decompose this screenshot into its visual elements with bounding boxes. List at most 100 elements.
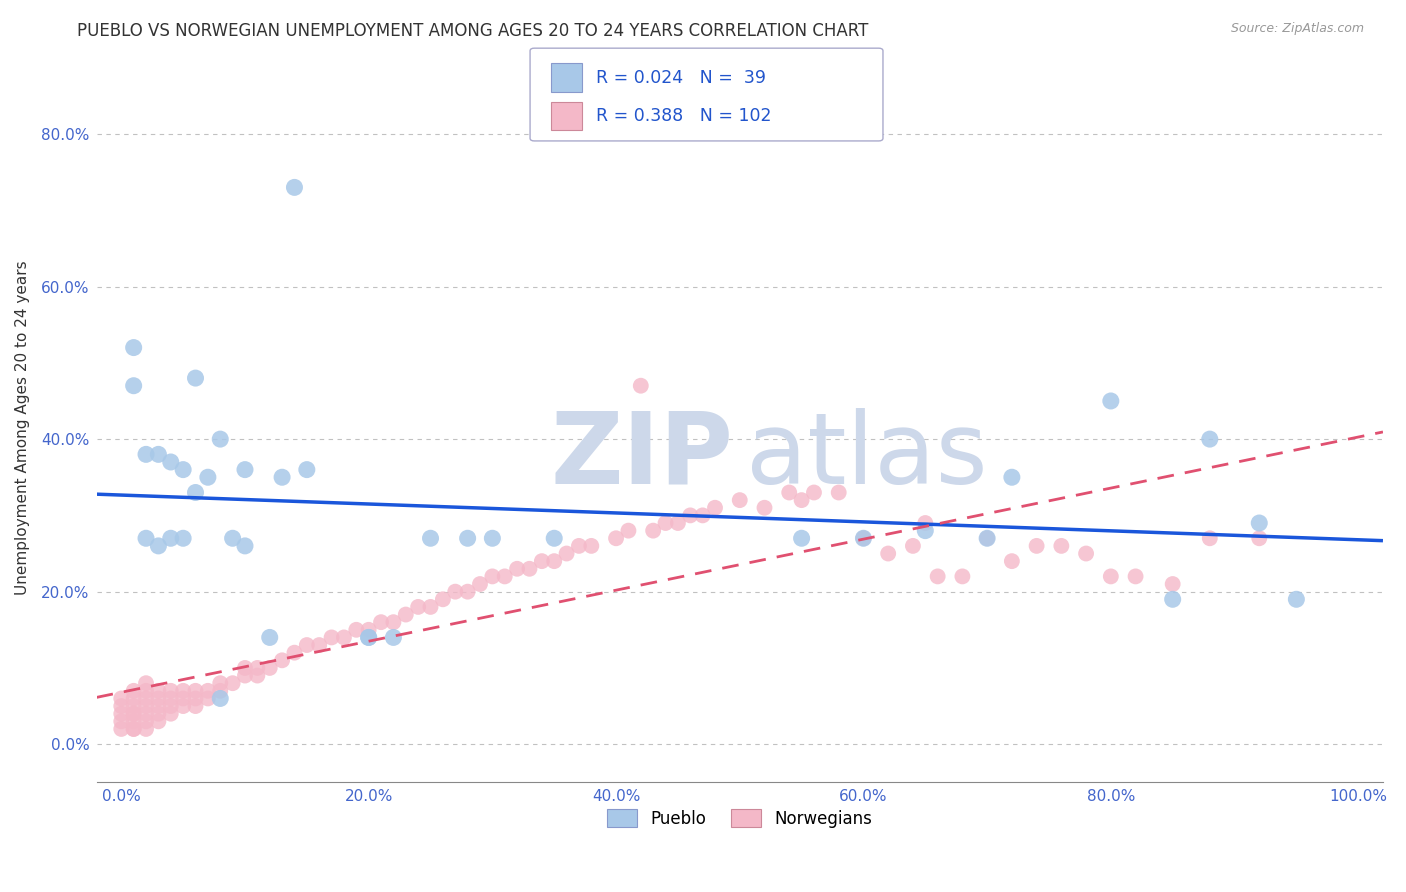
Point xyxy=(122,714,145,729)
Point xyxy=(914,516,936,530)
Point xyxy=(543,554,565,568)
Point xyxy=(679,508,702,523)
Point xyxy=(914,524,936,538)
Point xyxy=(135,722,157,736)
Point xyxy=(110,699,132,714)
Point xyxy=(233,462,256,476)
Point xyxy=(333,631,356,645)
Point xyxy=(976,531,998,545)
Point xyxy=(1125,569,1147,583)
Point xyxy=(148,714,170,729)
Point xyxy=(357,623,380,637)
Text: atlas: atlas xyxy=(747,408,988,505)
Point xyxy=(877,547,900,561)
Point xyxy=(110,691,132,706)
Point xyxy=(135,683,157,698)
Point xyxy=(259,661,281,675)
Point xyxy=(543,531,565,545)
Text: R = 0.024   N =  39: R = 0.024 N = 39 xyxy=(596,69,766,87)
Point xyxy=(754,500,776,515)
Point xyxy=(852,531,875,545)
Point xyxy=(654,516,676,530)
Point xyxy=(122,378,145,392)
Point xyxy=(1001,470,1024,484)
Point xyxy=(357,631,380,645)
Point xyxy=(828,485,851,500)
Point xyxy=(927,569,949,583)
Point xyxy=(728,493,751,508)
Point xyxy=(321,631,343,645)
Point xyxy=(172,462,194,476)
Point xyxy=(135,706,157,721)
Point xyxy=(901,539,924,553)
Point xyxy=(1001,554,1024,568)
Point xyxy=(122,706,145,721)
Point xyxy=(148,539,170,553)
Point xyxy=(506,562,529,576)
Point xyxy=(159,455,181,469)
Point xyxy=(1099,569,1122,583)
Point xyxy=(1198,531,1220,545)
Point xyxy=(457,584,479,599)
Point xyxy=(1249,516,1271,530)
Point xyxy=(1161,592,1184,607)
Point xyxy=(148,683,170,698)
Point xyxy=(159,683,181,698)
Point xyxy=(184,485,207,500)
Point xyxy=(370,615,392,630)
Point xyxy=(172,699,194,714)
Point xyxy=(209,676,232,690)
Point xyxy=(283,646,305,660)
Point xyxy=(481,569,503,583)
Point xyxy=(519,562,541,576)
Point xyxy=(122,691,145,706)
Point xyxy=(209,691,232,706)
Point xyxy=(172,531,194,545)
Point xyxy=(568,539,591,553)
Point xyxy=(135,699,157,714)
Point xyxy=(184,691,207,706)
Point xyxy=(357,631,380,645)
Point xyxy=(468,577,491,591)
Point xyxy=(135,676,157,690)
Legend: Pueblo, Norwegians: Pueblo, Norwegians xyxy=(600,803,879,834)
Point xyxy=(172,691,194,706)
Point xyxy=(184,699,207,714)
Point xyxy=(283,180,305,194)
Point xyxy=(233,539,256,553)
Point xyxy=(950,569,973,583)
Point xyxy=(184,683,207,698)
Point xyxy=(246,661,269,675)
Point xyxy=(148,706,170,721)
Point xyxy=(159,691,181,706)
Point xyxy=(382,631,405,645)
Point xyxy=(1249,531,1271,545)
Point xyxy=(148,691,170,706)
Point xyxy=(110,706,132,721)
Point xyxy=(419,531,441,545)
Point xyxy=(246,668,269,682)
Point xyxy=(803,485,825,500)
Point xyxy=(122,722,145,736)
Point xyxy=(172,683,194,698)
Point xyxy=(419,599,441,614)
Point xyxy=(233,668,256,682)
Point xyxy=(432,592,454,607)
Point xyxy=(110,714,132,729)
Point xyxy=(395,607,418,622)
Point xyxy=(852,531,875,545)
Point xyxy=(643,524,665,538)
Point xyxy=(159,706,181,721)
Point xyxy=(122,722,145,736)
Point xyxy=(259,631,281,645)
Point xyxy=(271,470,294,484)
Point xyxy=(630,378,652,392)
Point xyxy=(1161,577,1184,591)
Point xyxy=(122,341,145,355)
Point xyxy=(406,599,429,614)
Point xyxy=(790,493,813,508)
Point xyxy=(148,447,170,461)
Point xyxy=(457,531,479,545)
Point xyxy=(209,432,232,446)
Point xyxy=(122,699,145,714)
